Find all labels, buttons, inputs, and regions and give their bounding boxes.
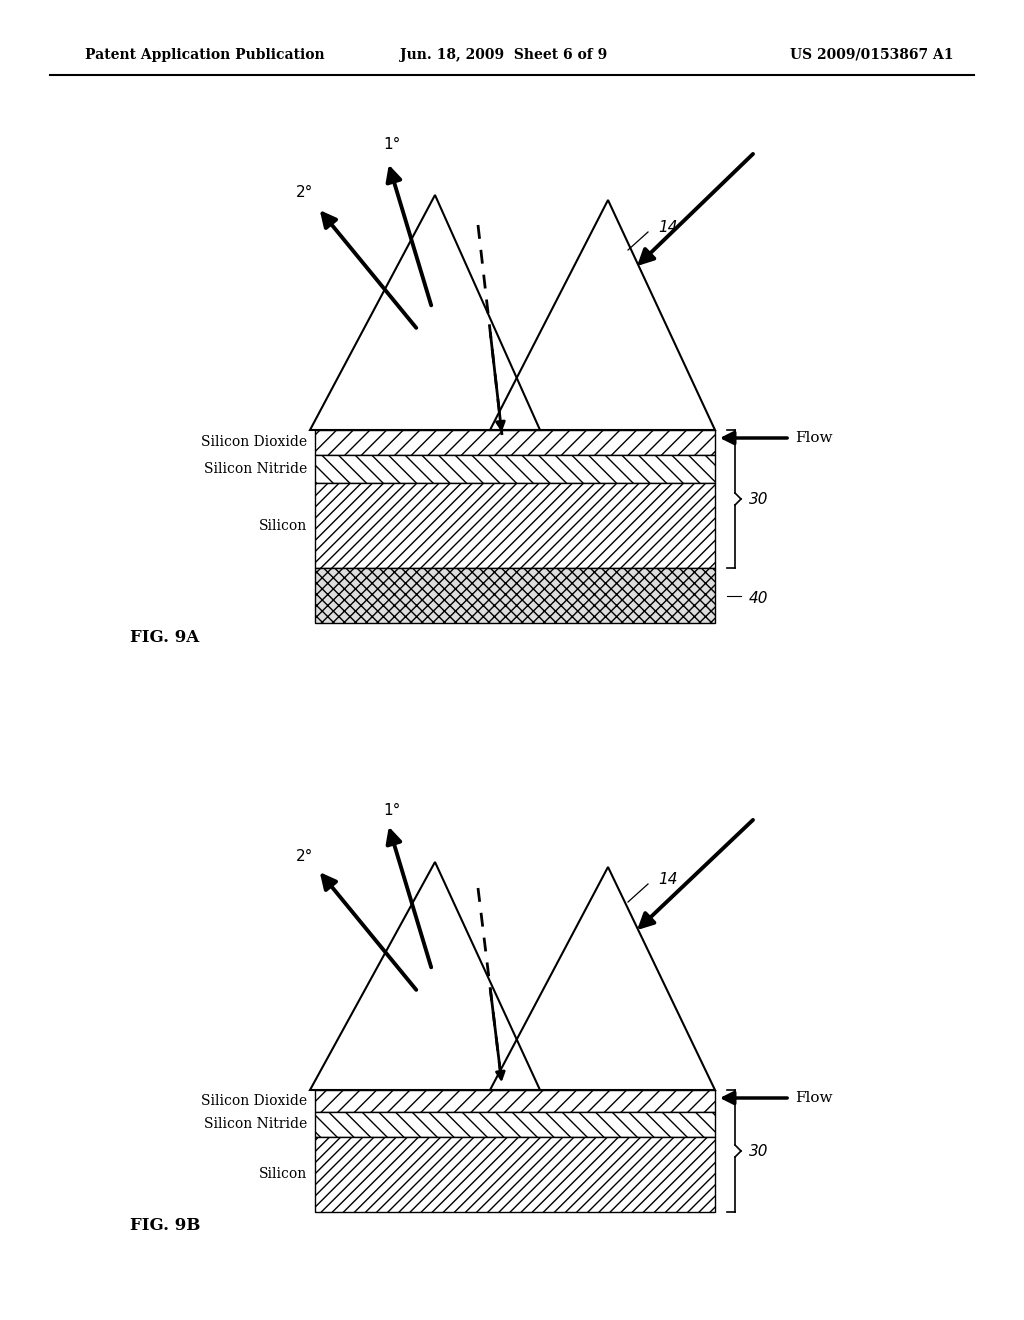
Text: Silicon Dioxide: Silicon Dioxide — [201, 436, 307, 450]
Text: FIG. 9A: FIG. 9A — [130, 630, 200, 647]
Bar — [315, 430, 715, 455]
Text: 30: 30 — [749, 1143, 768, 1159]
Text: Patent Application Publication: Patent Application Publication — [85, 48, 325, 62]
Text: Silicon Nitride: Silicon Nitride — [204, 462, 307, 477]
Text: 1°: 1° — [383, 803, 400, 818]
Text: 14: 14 — [658, 873, 678, 887]
Text: Silicon: Silicon — [259, 519, 307, 532]
Text: Silicon Nitride: Silicon Nitride — [204, 1118, 307, 1131]
Text: 2°: 2° — [296, 849, 313, 865]
Text: 1°: 1° — [383, 137, 400, 152]
Bar — [315, 1090, 715, 1111]
Text: Silicon Dioxide: Silicon Dioxide — [201, 1094, 307, 1107]
Text: 30: 30 — [749, 491, 768, 507]
Text: 2°: 2° — [296, 185, 313, 201]
Bar — [315, 568, 715, 623]
Text: Flow: Flow — [795, 1092, 833, 1105]
Text: Silicon: Silicon — [259, 1167, 307, 1181]
Text: 14: 14 — [658, 220, 678, 235]
Bar — [315, 1111, 715, 1137]
Bar — [315, 483, 715, 568]
Text: US 2009/0153867 A1: US 2009/0153867 A1 — [790, 48, 953, 62]
Text: 40: 40 — [749, 591, 768, 606]
Bar — [315, 1137, 715, 1212]
Text: FIG. 9B: FIG. 9B — [130, 1217, 201, 1233]
Bar — [315, 455, 715, 483]
Text: Flow: Flow — [795, 432, 833, 445]
Text: Jun. 18, 2009  Sheet 6 of 9: Jun. 18, 2009 Sheet 6 of 9 — [400, 48, 607, 62]
